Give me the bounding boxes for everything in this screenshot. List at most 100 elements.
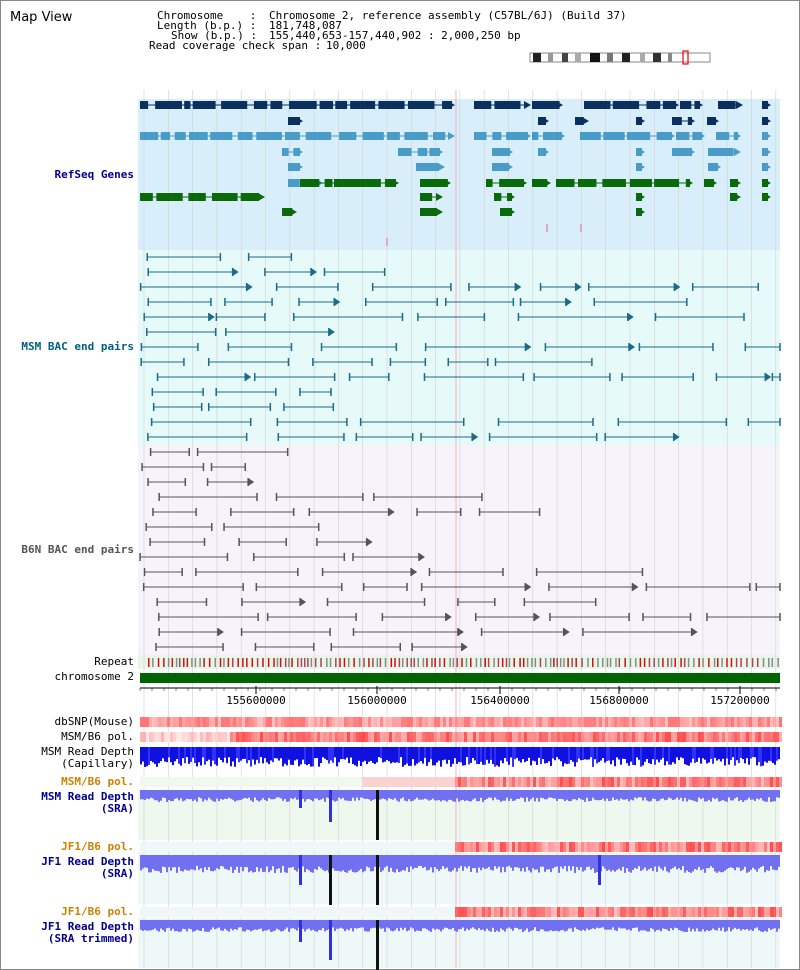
jf1-b6-pol-2-cell xyxy=(437,907,440,917)
jf1-trim-depth-bar xyxy=(588,920,590,931)
refseq-gene-53-exon xyxy=(500,208,512,216)
jf1-sra-depth-bar xyxy=(746,855,748,873)
msm-sra-depth-bar xyxy=(546,790,548,800)
track-label-msm-b6-pol-1[interactable]: MSM/B6 pol. xyxy=(61,730,134,743)
track-label-jf1-b6-pol-1[interactable]: JF1/B6 pol. xyxy=(61,840,134,853)
jf1-sra-depth-bar xyxy=(372,855,374,872)
jf1-b6-pol-2-cell xyxy=(614,907,617,917)
dbsnp-cell xyxy=(278,717,281,727)
refseq-gene-14-exon xyxy=(404,132,428,140)
jf1-sra-depth-bar xyxy=(258,855,260,872)
jf1-sra-depth-bar xyxy=(238,855,240,873)
repeat-element xyxy=(553,658,555,667)
jf1-trim-depth-bar xyxy=(686,920,688,932)
jf1-b6-pol-1-cell xyxy=(341,842,344,852)
track-label-jf1-read-depth-trim-1[interactable]: JF1 Read Depth xyxy=(41,920,134,933)
track-label-jf1-b6-pol-2[interactable]: JF1/B6 pol. xyxy=(61,905,134,918)
jf1-b6-pol-1-cell xyxy=(557,842,560,852)
jf1-sra-depth-bar xyxy=(556,855,558,867)
msm-capillary-depth-bar xyxy=(420,747,422,761)
msm-capillary-depth-bar xyxy=(674,747,676,764)
repeat-element xyxy=(470,658,472,667)
msm-capillary-depth-bar xyxy=(678,747,680,761)
track-label-jf1-read-depth-1[interactable]: JF1 Read Depth xyxy=(41,855,134,868)
msm-b6-pol-2-cell xyxy=(494,777,497,787)
jf1-b6-pol-2-cell xyxy=(233,907,236,917)
msm-capillary-depth-bar xyxy=(186,747,188,758)
msm-capillary-depth-bar xyxy=(708,747,710,763)
jf1-b6-pol-2-cell xyxy=(314,907,317,917)
msm-b6-pol-2-cell xyxy=(272,777,275,787)
jf1-b6-pol-2-cell xyxy=(338,907,341,917)
jf1-trim-depth-bar xyxy=(162,920,164,931)
jf1-sra-depth-bar xyxy=(452,855,454,871)
msm-bac-arrow xyxy=(629,343,636,351)
jf1-b6-pol-1-cell xyxy=(578,842,581,852)
msm-sra-depth-spike xyxy=(329,790,332,822)
msm-b6-pol-2-cell xyxy=(392,777,395,787)
msm-capillary-depth-bar xyxy=(644,747,646,762)
msm-capillary-depth-bar xyxy=(548,747,550,762)
dbsnp-cell xyxy=(503,717,506,727)
jf1-b6-pol-2-cell xyxy=(146,907,149,917)
jf1-sra-depth-bar xyxy=(688,855,690,873)
msm-sra-depth-bar xyxy=(278,790,280,798)
repeat-element xyxy=(390,658,393,667)
msm-sra-depth-bar xyxy=(400,790,402,799)
jf1-sra-depth-bar xyxy=(354,855,356,873)
jf1-sra-depth-bar xyxy=(204,855,206,868)
msm-b6-pol-1-cell xyxy=(407,732,410,742)
dbsnp-cell xyxy=(458,717,461,727)
track-label-msm-read-depth-sra-1[interactable]: MSM Read Depth xyxy=(41,790,134,803)
track-label-b6n-bac[interactable]: B6N BAC end pairs xyxy=(21,543,134,556)
msm-b6-pol-1-cell xyxy=(353,732,356,742)
track-label-msm-b6-pol-2[interactable]: MSM/B6 pol. xyxy=(61,775,134,788)
jf1-b6-pol-1-cell xyxy=(533,842,536,852)
msm-sra-depth-bar xyxy=(218,790,220,802)
track-label-msm-read-depth-cap-1[interactable]: MSM Read Depth xyxy=(41,745,134,758)
refseq-gene-2-exon xyxy=(532,101,560,109)
refseq-gene-11-strand-arrow xyxy=(688,117,695,125)
jf1-b6-pol-1-cell xyxy=(575,842,578,852)
track-label-msm-bac[interactable]: MSM BAC end pairs xyxy=(21,340,134,353)
msm-b6-pol-1-cell xyxy=(386,732,389,742)
msm-capillary-depth-bar xyxy=(298,747,300,767)
msm-b6-pol-1-cell xyxy=(476,732,479,742)
track-label-refseq-genes[interactable]: RefSeq Genes xyxy=(54,168,134,181)
msm-b6-pol-2-cell xyxy=(689,777,692,787)
msm-b6-pol-2-cell xyxy=(674,777,677,787)
msm-sra-depth-bar xyxy=(204,790,206,800)
track-label-dbsnp[interactable]: dbSNP(Mouse) xyxy=(54,715,134,728)
msm-sra-depth-bar xyxy=(426,790,428,800)
refseq-gene-16-strand-arrow xyxy=(558,132,565,140)
dbsnp-cell xyxy=(260,717,263,727)
jf1-trim-depth-bar xyxy=(628,920,630,930)
msm-capillary-depth-bar xyxy=(768,747,770,761)
jf1-trim-depth-bar xyxy=(288,920,290,932)
msm-sra-depth-bar xyxy=(600,790,602,800)
msm-b6-pol-1-cell xyxy=(473,732,476,742)
refseq-gene-15-exon xyxy=(492,132,502,140)
jf1-b6-pol-2-cell xyxy=(200,907,203,917)
dbsnp-cell xyxy=(734,717,737,727)
jf1-sra-depth-bar xyxy=(692,855,694,872)
jf1-trim-depth-bar xyxy=(264,920,266,931)
track-label-chromosome[interactable]: chromosome 2 xyxy=(54,670,134,683)
jf1-trim-depth-bar xyxy=(582,920,584,930)
dbsnp-cell xyxy=(719,717,722,727)
msm-capillary-depth-bar xyxy=(764,747,766,762)
jf1-sra-depth-bar xyxy=(764,855,766,873)
track-label-repeat[interactable]: Repeat xyxy=(94,655,134,668)
jf1-b6-pol-2-cell xyxy=(584,907,587,917)
jf1-trim-depth-bar xyxy=(450,920,452,930)
dbsnp-cell xyxy=(254,717,257,727)
msm-capillary-depth-bar xyxy=(754,747,756,758)
msm-capillary-depth-bar xyxy=(694,747,696,763)
refseq-gene-40-exon xyxy=(532,179,548,187)
msm-capillary-depth-bar xyxy=(496,747,498,766)
msm-b6-pol-2-cell xyxy=(425,777,428,787)
jf1-trim-depth-bar xyxy=(338,920,340,929)
msm-b6-pol-2-cell xyxy=(560,777,563,787)
repeat-element xyxy=(501,658,504,667)
